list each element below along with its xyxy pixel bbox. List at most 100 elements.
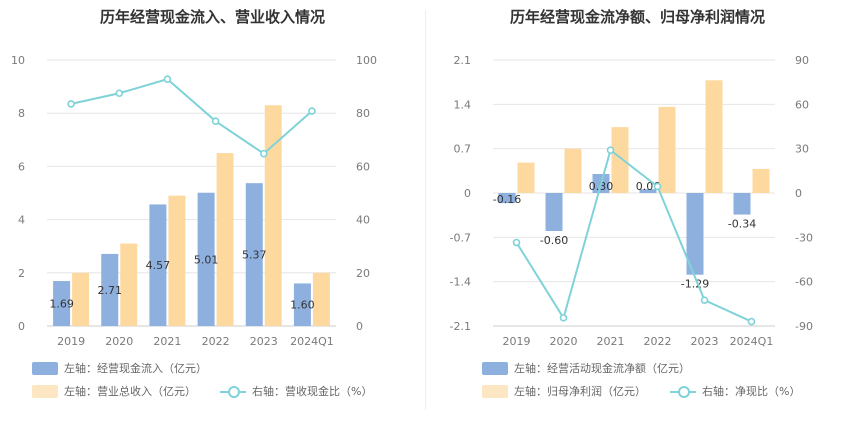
bar-13-2019: [53, 281, 71, 326]
bar-secondary-2023: [705, 80, 723, 193]
bar-13-2021: [149, 204, 167, 326]
line-point: [559, 314, 568, 322]
y-left-tick-label: 2.1: [454, 54, 472, 67]
data-label: -1.29: [681, 278, 709, 291]
bar-secondary-2024Q1: [752, 168, 770, 193]
chart-title: 历年经营现金流净额、归母净利润情况: [509, 8, 765, 26]
data-label: 1.60: [290, 299, 315, 312]
y-right-tick-label: 20: [356, 267, 370, 280]
legend-item-revenue[interactable]: 左轴：营业总收入（亿元）: [32, 383, 196, 399]
data-label: 2.71: [98, 284, 123, 297]
chart-svg: -2.1 -1.4 -0.7 0 0.7 1.4 2.1 -90 -60 -30 0 30 60 90 20…: [450, 54, 813, 348]
x-tick-label: 2024Q1: [290, 335, 334, 348]
legend-item-net-profit[interactable]: 左轴：归母净利润（亿元）: [482, 383, 646, 399]
legend-swatch: [482, 384, 508, 398]
y-right-tick-label: 90: [795, 54, 809, 67]
y-right-tick-label: 100: [356, 54, 377, 67]
bar-secondary-2020: [564, 148, 582, 193]
data-label: -0.60: [540, 234, 568, 247]
legend-item-net-cash-ratio[interactable]: 右轴：净现比（%）: [670, 383, 800, 399]
y-right-tick-label: 60: [356, 160, 370, 173]
chart-panel-cashflow-revenue: 历年经营现金流入、营业收入情况 0 2 4 6 8 10 0 20 40 60 80 100 2019 2…: [11, 8, 377, 399]
bar-16-2019: [498, 193, 516, 204]
y-left-tick-label: 0: [464, 187, 471, 200]
legend-item-cash-inflow[interactable]: 左轴：经营现金流入（亿元）: [32, 360, 207, 376]
data-label: -0.34: [728, 218, 756, 231]
legend-swatch: [32, 384, 58, 398]
legend-item-net-cash[interactable]: 左轴：经营活动现金流净额（亿元）: [482, 360, 690, 376]
bar-16-2020: [545, 193, 563, 231]
legend-swatch-line: [220, 385, 246, 398]
y-left-tick-label: 0.7: [454, 143, 472, 156]
bar-16-2023: [686, 193, 704, 275]
legend-label: 左轴：经营活动现金流净额（亿元）: [514, 362, 690, 375]
x-tick-label: 2023: [691, 335, 719, 348]
line-point: [115, 89, 124, 98]
x-tick-label: 2023: [250, 335, 278, 348]
y-left-tick-label: -0.7: [450, 231, 471, 244]
y-left-tick-label: -2.1: [450, 320, 471, 333]
y-left-tick-label: -1.4: [450, 276, 471, 289]
line-point: [163, 75, 172, 83]
panel-divider: [425, 10, 426, 410]
y-right-tick-label: -90: [795, 320, 813, 333]
line-point: [700, 296, 709, 304]
ratio-line: [515, 148, 752, 323]
y-right-tick-label: 0: [356, 320, 363, 333]
bar-secondary-2024Q1: [312, 272, 330, 326]
x-tick-label: 2022: [644, 335, 672, 348]
bar-16-2024Q1: [733, 193, 751, 215]
line-point: [512, 238, 521, 247]
bar-secondary-2023: [264, 105, 282, 326]
x-tick-label: 2020: [105, 335, 133, 348]
y-left-tick-label: 4: [18, 214, 25, 227]
x-tick-label: 2020: [550, 335, 578, 348]
line-point: [211, 117, 220, 125]
line-point: [606, 146, 615, 154]
data-label: 5.01: [194, 253, 219, 266]
y-right-tick-label: 0: [795, 187, 802, 200]
legend-label: 左轴：经营现金流入（亿元）: [64, 362, 207, 375]
y-left-tick-label: 1.4: [454, 98, 472, 111]
x-tick-label: 2019: [503, 335, 531, 348]
line-point: [747, 317, 756, 326]
x-tick-label: 2021: [153, 335, 181, 348]
y-left-tick-label: 6: [18, 160, 25, 173]
y-right-tick-label: -30: [795, 231, 813, 244]
y-left-tick-label: 8: [18, 107, 25, 120]
bar-16-2022: [639, 189, 657, 193]
line-point: [308, 107, 316, 115]
y-left-tick-label: 10: [11, 54, 25, 67]
bar-secondary-2019: [72, 272, 90, 326]
legend-label: 右轴：净现比（%）: [702, 385, 801, 398]
legend-item-ratio[interactable]: 右轴：营收现金比（%）: [220, 383, 372, 399]
bar-secondary-2021: [611, 127, 629, 193]
x-tick-label: 2022: [202, 335, 230, 348]
legend-label: 左轴：归母净利润（亿元）: [514, 385, 646, 398]
legend-swatch-line: [670, 385, 696, 398]
legend-swatch: [482, 361, 508, 375]
x-tick-label: 2024Q1: [730, 335, 774, 348]
bar-13-2023: [245, 183, 263, 326]
line-point: [67, 100, 75, 108]
y-right-tick-label: 60: [795, 98, 809, 111]
chart-panel-netcash-profit: 历年经营现金流净额、归母净利润情况 -2.1 -1.4 -0.7 0 0.7 1.4 2.1…: [425, 0, 850, 437]
bar-13-2022: [197, 192, 215, 326]
ratio-line: [70, 78, 313, 155]
legend-label: 左轴：营业总收入（亿元）: [64, 385, 196, 398]
bar-13-2020: [101, 253, 119, 326]
bar-secondary-2020: [120, 243, 138, 326]
y-right-tick-label: 80: [356, 107, 370, 120]
y-right-tick-label: 40: [356, 214, 370, 227]
chart-title: 历年经营现金流入、营业收入情况: [99, 8, 325, 26]
data-label: 1.69: [49, 298, 74, 311]
bar-secondary-2019: [517, 162, 535, 193]
x-tick-label: 2021: [597, 335, 625, 348]
y-left-tick-label: 0: [18, 320, 25, 333]
legend-label: 右轴：营收现金比（%）: [252, 385, 373, 398]
bar-13-2024Q1: [293, 283, 311, 326]
legend-swatch: [32, 361, 58, 375]
line-point: [259, 149, 268, 158]
bar-secondary-2021: [168, 195, 186, 326]
